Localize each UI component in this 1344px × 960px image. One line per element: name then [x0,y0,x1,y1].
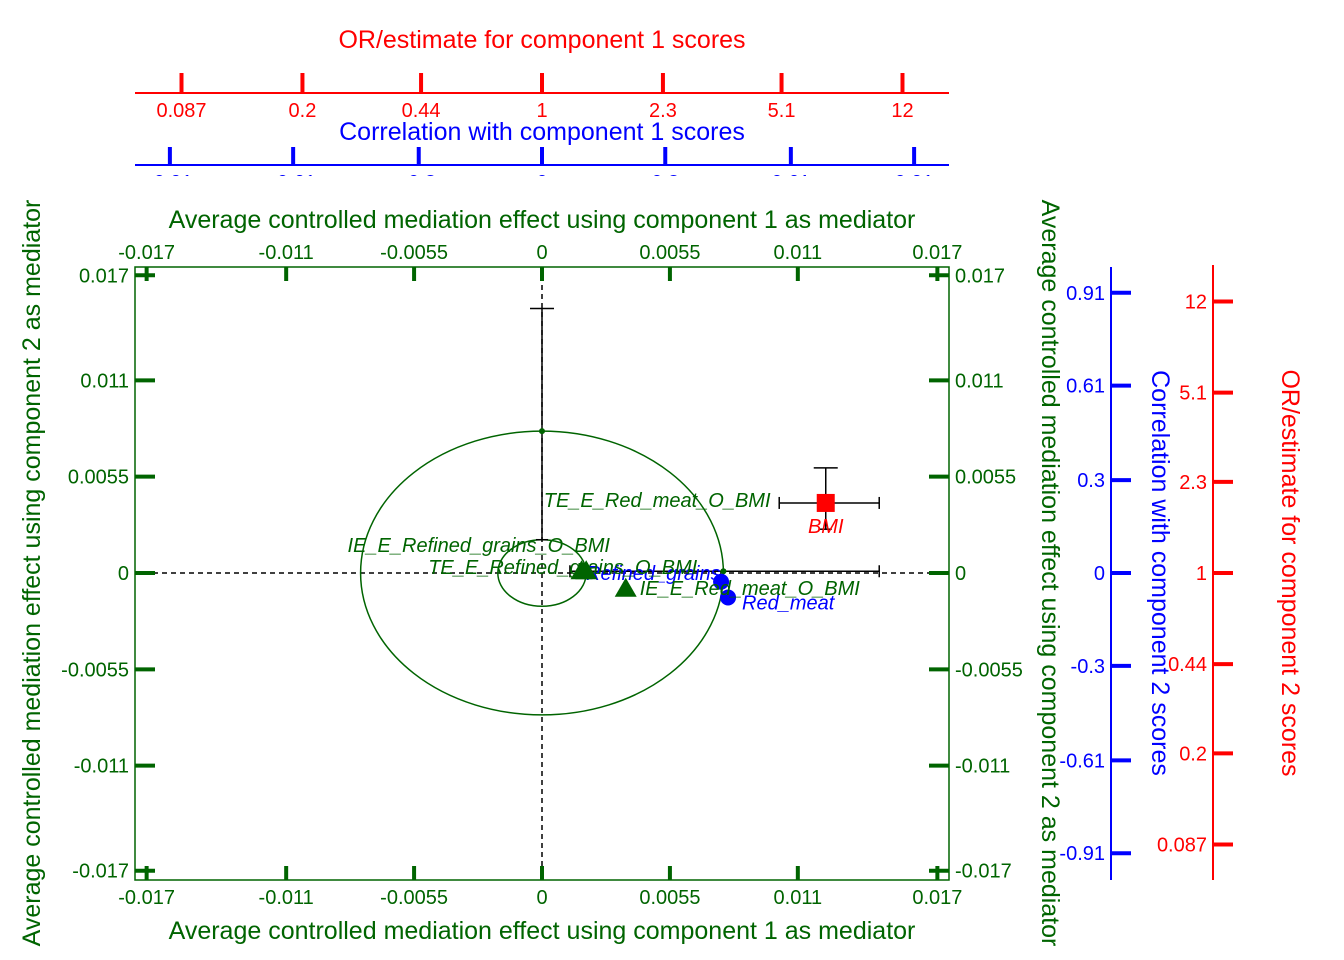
x-tick-label-bottom: 0 [536,887,547,909]
x-tick-label-top: 0 [536,242,547,264]
right-blue-tick-label: 0.3 [1077,470,1105,492]
right-red-tick-label: 5.1 [1179,383,1207,405]
error-bar-center [720,568,727,575]
y-tick-label-right: -0.011 [955,756,1010,778]
point-bmi [816,493,835,512]
top-red-tick-label: 0.44 [402,100,441,122]
point-label-te-e-red-meat-o-bmi: TE_E_Red_meat_O_BMI [544,490,771,512]
right-red-tick-label: 12 [1185,292,1207,314]
point-label-red-meat: Red_meat [742,593,836,615]
x-tick-label-top: -0.0055 [380,242,448,264]
right-blue-tick-label: 0 [1094,563,1105,585]
right-blue-axis-title: Correlation with component 2 scores [1146,370,1174,776]
top-red-axis-title: OR/estimate for component 1 scores [338,26,745,54]
point-label-ie-e-red-meat-o-bmi: IE_E_Red_meat_O_BMI [640,578,861,600]
x-tick-label-bottom: 0.0055 [639,887,700,909]
top-green-axis-title: Average controlled mediation effect usin… [169,206,916,234]
right-red-tick-label: 0.087 [1157,834,1207,856]
top-red-tick-label: 0.2 [289,100,317,122]
error-bar-center [539,428,545,435]
point-label-ie-e-refined-grains-o-bmi: IE_E_Refined_grains_O_BMI [348,535,611,557]
top-blue-label-clip [0,176,1000,198]
y-tick-label-left: -0.011 [74,756,129,778]
y-tick-label-left: 0.011 [80,370,129,392]
x-tick-label-top: 0.017 [912,242,962,264]
top-red-tick-label: 1 [536,100,547,122]
y-tick-label-right: 0.017 [955,265,1005,287]
right-red-tick-label: 0.2 [1179,743,1207,765]
x-tick-label-bottom: -0.0055 [380,887,448,909]
top-red-tick-label: 12 [891,100,913,122]
point-red-meat [720,589,737,606]
x-tick-label-top: -0.017 [118,242,175,264]
point-label-refined-grains: Refined_grains [586,563,721,585]
x-tick-label-bottom: 0.017 [912,887,962,909]
right-red-tick-label: 2.3 [1179,472,1207,494]
y-tick-label-right: 0 [955,563,966,585]
point-label-bmi: BMI [808,516,844,538]
top-red-tick-label: 0.087 [156,100,206,122]
point-label-te-e-refined-grains-o-bmi: TE_E_Refined_grains_O_BMI [428,557,697,579]
point-ie-e-red-meat-o-bmi [614,577,637,597]
x-tick-label-bottom: -0.011 [259,887,314,909]
right-blue-tick-label: 0.61 [1066,376,1105,398]
y-tick-label-left: -0.0055 [61,659,129,681]
top-red-tick-label: 5.1 [768,100,796,122]
right-blue-tick-label: -0.91 [1059,843,1105,865]
top-red-tick-label: 2.3 [649,100,677,122]
right-blue-tick-label: 0.91 [1066,283,1105,305]
right-blue-tick-label: -0.61 [1059,750,1105,772]
x-tick-label-top: 0.011 [774,242,823,264]
right-green-axis-title: Average controlled mediation effect usin… [1036,200,1064,947]
y-tick-label-left: 0.017 [79,265,129,287]
x-tick-label-top: -0.011 [259,242,314,264]
y-tick-label-right: -0.017 [955,861,1012,883]
x-tick-label-bottom: 0.011 [774,887,823,909]
y-tick-label-left: 0 [118,563,129,585]
right-red-tick-label: 0.44 [1168,654,1207,676]
right-red-tick-label: 1 [1196,563,1207,585]
y-tick-label-right: -0.0055 [955,659,1023,681]
bottom-green-axis-title: Average controlled mediation effect usin… [169,917,916,945]
y-tick-label-left: -0.017 [72,861,129,883]
y-tick-label-right: 0.0055 [955,467,1016,489]
point-refined-grains [713,573,730,590]
left-green-axis-title: Average controlled mediation effect usin… [18,200,46,947]
right-red-axis-title: OR/estimate for component 2 scores [1276,369,1304,776]
point-te-e-refined-grains-o-bmi [575,560,598,580]
x-tick-label-top: 0.0055 [639,242,700,264]
y-tick-label-left: 0.0055 [68,467,129,489]
top-blue-axis-title: Correlation with component 1 scores [339,118,745,146]
x-tick-label-bottom: -0.017 [118,887,175,909]
right-blue-tick-label: -0.3 [1071,656,1105,678]
y-tick-label-right: 0.011 [955,370,1004,392]
